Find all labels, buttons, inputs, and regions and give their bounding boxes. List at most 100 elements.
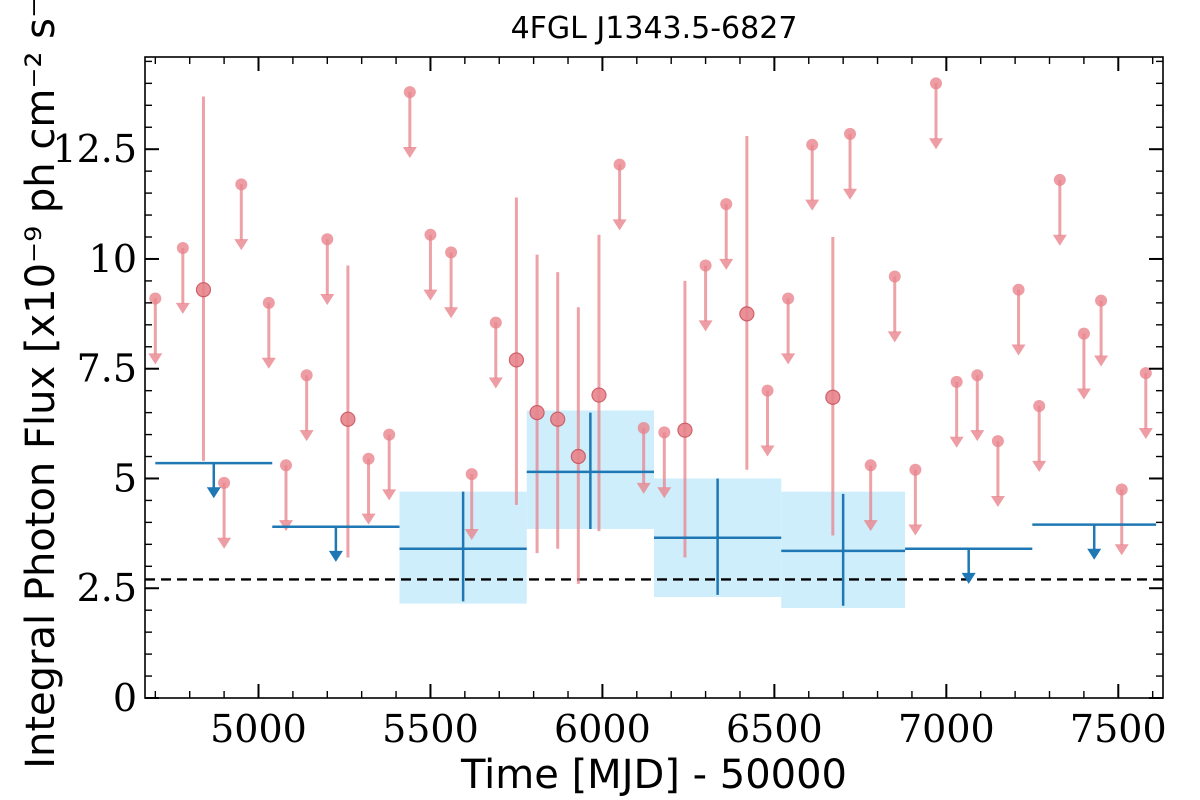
data-point	[550, 411, 566, 427]
y-tick-label: 10	[89, 237, 137, 281]
data-point	[570, 448, 586, 465]
upper-limit-arrow	[488, 377, 503, 389]
x-tick-label: 7500	[1070, 707, 1167, 751]
data-point	[383, 428, 396, 441]
upper-limit-arrow	[234, 239, 249, 251]
upper-limit-arrow	[990, 496, 1005, 508]
data-point	[971, 369, 984, 382]
upper-limit-arrow	[612, 219, 627, 231]
x-tick-label: 6500	[726, 707, 823, 751]
upper-limit-arrow	[1094, 355, 1109, 367]
data-point	[1077, 327, 1090, 340]
y-tick-label: 12.5	[52, 127, 137, 171]
data-point	[658, 426, 671, 439]
upper-limit-arrow	[719, 258, 734, 270]
bin-band-layer	[399, 410, 906, 608]
data-point	[262, 296, 275, 309]
data-point	[1012, 283, 1025, 296]
data-point	[720, 198, 733, 211]
upper-limit-arrow	[423, 289, 438, 301]
y-tick-label: 2.5	[77, 566, 137, 610]
data-point	[699, 259, 712, 272]
upper-limit-arrow	[887, 331, 902, 343]
data-point	[300, 369, 313, 382]
upper-limit-arrow	[328, 550, 343, 562]
data-point	[195, 282, 212, 298]
upper-limit-arrow	[1114, 544, 1129, 556]
upper-limit-arrow	[175, 302, 190, 314]
y-tick-label: 5	[113, 456, 137, 500]
tick-layer: 5000 5500 6000 6500 7000 7500 0 2.5 5 7.5 10 12.5	[52, 57, 1167, 751]
upper-limit-arrow	[970, 430, 985, 442]
data-point	[806, 138, 819, 151]
data-point	[782, 292, 795, 305]
data-point	[149, 292, 162, 305]
data-point	[1095, 294, 1108, 307]
x-tick-label: 7000	[898, 707, 995, 751]
upper-limit-arrow	[1032, 460, 1047, 472]
data-point	[340, 411, 356, 427]
data-point	[235, 178, 248, 191]
data-point	[930, 77, 943, 90]
upper-limit-arrow	[444, 307, 459, 319]
data-point	[613, 158, 626, 171]
data-point	[218, 476, 231, 489]
data-point	[362, 452, 375, 465]
data-point	[403, 86, 416, 99]
upper-limit-arrow	[261, 357, 276, 369]
data-point	[1053, 173, 1066, 186]
upper-limit-arrow	[1138, 427, 1153, 439]
data-point	[1139, 367, 1152, 380]
upper-limit-arrow	[657, 487, 672, 499]
data-point	[844, 127, 857, 140]
data-point	[864, 459, 877, 472]
upper-limit-arrow	[760, 445, 775, 457]
data-point	[909, 463, 922, 476]
upper-limit-arrow	[1087, 548, 1102, 560]
upper-limit-arrow	[402, 146, 417, 158]
upper-limit-arrow	[299, 430, 314, 442]
data-point	[950, 375, 963, 388]
x-tick-label: 6000	[554, 707, 651, 751]
x-axis-label: Time [MJD] - 50000	[460, 752, 847, 798]
data-point	[424, 228, 437, 241]
upper-limit-arrow	[949, 436, 964, 448]
data-point	[761, 384, 774, 397]
data-point	[508, 352, 525, 368]
long-bin-layer	[155, 412, 1157, 606]
data-point	[465, 468, 478, 481]
upper-limit-arrow	[217, 537, 232, 549]
data-point	[529, 405, 545, 421]
x-tick-label: 5500	[382, 707, 479, 751]
upper-limit-arrow	[382, 489, 397, 501]
data-point	[1033, 400, 1046, 413]
data-point	[445, 246, 458, 259]
upper-limit-arrow	[320, 294, 335, 306]
data-point	[321, 233, 334, 246]
upper-limit-arrow	[805, 199, 820, 211]
upper-limit-arrow	[1076, 388, 1091, 400]
y-tick-label: 0	[113, 676, 137, 720]
upper-limit-arrow	[148, 353, 163, 365]
upper-limit-arrow	[1011, 344, 1026, 356]
upper-limit-arrow	[1052, 234, 1067, 246]
upper-limit-arrow	[843, 188, 858, 200]
data-point	[637, 421, 650, 434]
upper-limit-arrow	[464, 528, 479, 540]
chart-title: 4FGL J1343.5-6827	[511, 11, 798, 46]
data-point	[739, 306, 755, 322]
upper-limit-arrow	[863, 520, 878, 532]
upper-limit-arrow	[908, 524, 923, 536]
data-point	[591, 387, 607, 403]
data-point	[1115, 483, 1128, 496]
upper-limit-arrow	[781, 353, 796, 365]
data-point	[489, 316, 502, 329]
y-axis-label: Integral Photon Flux [x10⁻⁹ ph cm⁻² s⁻¹]	[18, 0, 64, 769]
data-point	[888, 270, 901, 283]
upper-limit-arrow	[929, 138, 944, 150]
plot-frame	[144, 56, 1164, 699]
upper-limit-arrow	[961, 572, 976, 584]
y-tick-label: 7.5	[77, 347, 137, 391]
x-tick-label: 5000	[210, 707, 307, 751]
